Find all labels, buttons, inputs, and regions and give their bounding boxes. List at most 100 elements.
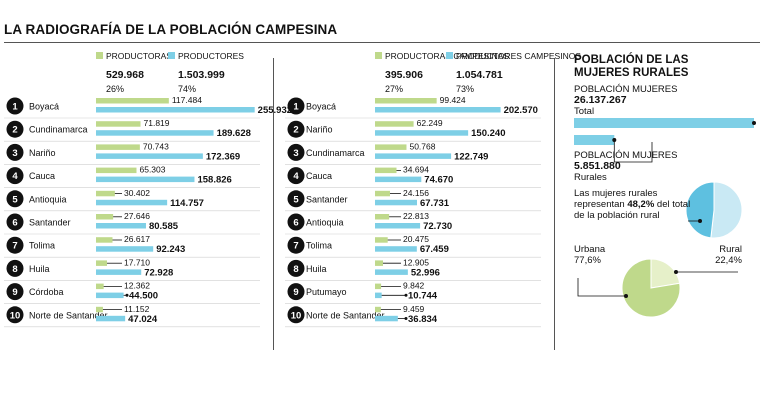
value-label-female-0-4: 30.402: [124, 188, 150, 198]
rank-number-1-7: 8: [293, 264, 298, 275]
rank-badge-0-5: [6, 213, 24, 231]
value-label-male-0-3: 158.826: [197, 175, 231, 186]
bar-female-0-3: [96, 167, 137, 174]
leader-women-rural: [613, 140, 653, 163]
marker-women-total: [752, 121, 756, 125]
bar-female-1-9: [375, 306, 381, 313]
rank-number-1-2: 3: [293, 148, 298, 159]
legend-swatch-0-1: [168, 52, 175, 59]
rural-label: Rural 22,4%: [712, 244, 742, 266]
bar-female-0-5: [96, 214, 114, 220]
rank-badge-0-3: [6, 167, 24, 185]
bar-female-1-8: [375, 283, 382, 290]
legend-label-0-0: PRODUCTORAS: [106, 51, 172, 61]
rank-number-0-5: 6: [12, 218, 17, 229]
rank-badge-1-1: [287, 120, 305, 138]
value-label-female-0-9: 11.152: [124, 304, 150, 314]
rank-badge-1-3: [287, 167, 305, 185]
rural-women-panel: POBLACIÓN DE LAS MUJERES RURALES: [574, 54, 754, 80]
rank-badge-1-7: [287, 259, 305, 277]
rank-number-0-0: 1: [12, 102, 18, 113]
category-label-0-0: Boyacá: [29, 102, 59, 112]
leader-dot-male-0-8: [125, 293, 129, 297]
category-label-1-2: Cundinamarca: [306, 148, 365, 158]
rank-badge-0-4: [6, 190, 24, 208]
urbana-name: Urbana: [574, 244, 606, 255]
marker-rural: [674, 270, 678, 274]
rank-number-1-9: 10: [291, 310, 302, 321]
leader-dot-male-1-9: [404, 317, 408, 320]
legend-label-1-1: PRODUCTORES CAMPESINOS: [456, 51, 581, 61]
bar-male-1-3: [375, 176, 422, 183]
rank-badge-1-9: [287, 306, 305, 324]
bar-female-1-6: [375, 237, 388, 243]
bar-female-0-8: [96, 283, 104, 290]
category-label-0-3: Cauca: [29, 171, 55, 181]
category-label-1-0: Boyacá: [306, 102, 336, 112]
bar-male-1-8: [375, 292, 382, 299]
category-label-1-6: Tolima: [306, 241, 332, 251]
legend-total-0-1: 1.503.999: [178, 69, 225, 81]
rank-badge-1-4: [287, 190, 305, 208]
value-label-male-1-3: 74.670: [424, 175, 453, 186]
rural-women-sublabel: Rurales: [574, 172, 607, 183]
title-underline: [4, 42, 760, 43]
rural-pct: 22,4%: [715, 255, 742, 266]
value-label-male-0-9: 47.024: [128, 314, 158, 325]
bar-male-1-7: [375, 269, 408, 275]
value-label-female-1-3: 34.694: [403, 165, 429, 175]
bar-male-0-6: [96, 246, 154, 252]
rank-number-0-9: 10: [10, 310, 21, 321]
value-label-female-1-2: 50.768: [409, 141, 435, 151]
value-label-female-0-8: 12.362: [124, 281, 150, 291]
bar-women-rural: [574, 135, 615, 145]
bar-female-1-7: [375, 260, 384, 266]
bar-female-0-7: [96, 260, 107, 266]
rank-number-0-3: 4: [12, 171, 18, 182]
value-label-male-0-6: 92.243: [156, 244, 185, 255]
bar-male-1-9: [375, 315, 398, 322]
value-label-female-0-6: 26.617: [124, 234, 150, 244]
value-label-male-1-0: 202.570: [504, 105, 538, 116]
bar-male-1-1: [375, 130, 469, 136]
category-label-1-8: Putumayo: [306, 287, 347, 297]
value-label-male-0-5: 80.585: [149, 221, 179, 232]
bar-male-1-5: [375, 223, 421, 229]
category-label-0-6: Tolima: [29, 241, 55, 251]
total-women-value: 26.137.267: [574, 94, 627, 106]
category-label-1-7: Huila: [306, 264, 327, 274]
category-label-1-9: Norte de Santander: [306, 310, 385, 320]
bar-female-0-4: [96, 190, 115, 197]
bar-male-1-2: [375, 153, 452, 159]
category-label-0-7: Huila: [29, 264, 50, 274]
value-label-female-0-1: 71.819: [144, 118, 170, 128]
rural-women-value: 5.851.880: [574, 160, 621, 172]
rural-women-label: POBLACIÓN MUJERES 5.851.880 Rurales: [574, 150, 677, 183]
bar-female-1-3: [375, 167, 397, 174]
value-label-female-1-0: 99.424: [440, 95, 466, 105]
value-label-female-0-7: 17.710: [124, 257, 150, 267]
rank-badge-1-5: [287, 213, 305, 231]
bar-male-1-6: [375, 246, 417, 252]
rank-number-0-6: 7: [12, 241, 17, 252]
category-label-1-5: Antioquia: [306, 218, 344, 228]
category-label-1-3: Cauca: [306, 171, 332, 181]
value-label-female-1-7: 12.905: [403, 257, 429, 267]
urbana-label: Urbana 77,6%: [574, 244, 605, 266]
rank-number-1-6: 7: [293, 241, 298, 252]
legend-total-1-0: 395.906: [385, 69, 423, 81]
legend-pct-1-0: 27%: [385, 84, 403, 94]
rank-number-1-5: 6: [293, 218, 298, 229]
legend-pct-1-1: 73%: [456, 84, 474, 94]
value-label-male-1-2: 122.749: [454, 151, 488, 162]
bar-female-1-1: [375, 121, 414, 127]
bar-female-1-5: [375, 214, 390, 220]
value-label-male-1-7: 52.996: [411, 267, 440, 278]
value-label-male-1-4: 67.731: [420, 198, 450, 209]
value-label-female-1-5: 22.813: [403, 211, 429, 221]
rank-number-1-1: 2: [293, 125, 298, 136]
category-label-0-4: Antioquia: [29, 194, 67, 204]
rank-number-0-1: 2: [12, 125, 17, 136]
value-label-male-0-4: 114.757: [170, 198, 204, 209]
